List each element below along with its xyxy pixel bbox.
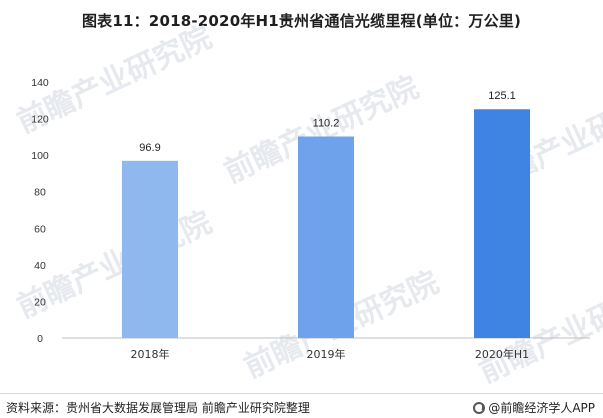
data-label: 110.2 — [313, 117, 340, 129]
y-tick-label: 40 — [34, 260, 46, 272]
y-tick-label: 0 — [37, 333, 43, 345]
y-tick-label: 60 — [34, 223, 46, 235]
data-label: 96.9 — [139, 142, 160, 154]
y-tick-label: 120 — [31, 114, 49, 126]
bar — [474, 109, 530, 338]
x-tick-label: 2019年 — [307, 347, 346, 361]
x-tick-label: 2018年 — [131, 347, 170, 361]
data-labels-group: 96.9 110.2 125.1 — [139, 90, 515, 154]
bars-group — [122, 109, 530, 338]
category-labels-group: 2018年 2019年 2020年H1 — [131, 347, 530, 361]
y-axis: 0 20 40 60 80 100 120 140 — [31, 77, 49, 345]
y-tick-label: 100 — [31, 150, 49, 162]
brand: @前瞻经济学人APP — [473, 399, 595, 416]
data-label: 125.1 — [488, 90, 516, 102]
y-tick-label: 80 — [34, 187, 46, 199]
source-note: 资料来源：贵州省大数据发展管理局 前瞻产业研究院整理 — [6, 401, 310, 415]
y-tick-label: 140 — [31, 77, 49, 89]
bar — [122, 160, 178, 338]
brand-label: @前瞻经济学人APP — [488, 401, 595, 415]
y-tick-label: 20 — [34, 296, 46, 308]
qianzhan-logo-icon — [473, 401, 486, 414]
bar — [298, 136, 354, 338]
x-tick-label: 2020年H1 — [475, 347, 529, 361]
chart-title: 图表11：2018-2020年H1贵州省通信光缆里程(单位：万公里) — [81, 12, 522, 30]
footer: 资料来源：贵州省大数据发展管理局 前瞻产业研究院整理 @前瞻经济学人APP — [0, 393, 603, 418]
